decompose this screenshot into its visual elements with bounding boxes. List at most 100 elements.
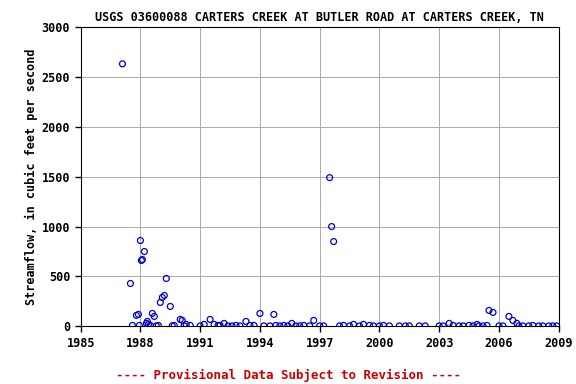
Point (305, 323, 314, 329)
Point (275, 323, 285, 329)
Y-axis label: Streamflow, in cubic feet per second: Streamflow, in cubic feet per second (24, 48, 37, 305)
Point (335, 323, 344, 329)
Point (150, 313, 159, 319)
Point (369, 323, 378, 329)
Point (195, 323, 204, 329)
Point (379, 322, 388, 328)
Point (534, 323, 543, 329)
Point (483, 322, 492, 328)
Point (475, 323, 484, 329)
Point (405, 323, 414, 329)
Point (134, 311, 143, 318)
Point (464, 322, 473, 328)
Point (454, 323, 464, 329)
Point (151, 323, 161, 329)
Point (137, 257, 146, 263)
Point (505, 313, 514, 319)
Point (325, 175, 334, 181)
Point (177, 317, 187, 323)
Point (494, 323, 503, 329)
Point (329, 238, 338, 245)
Point (438, 323, 448, 329)
Point (458, 323, 468, 329)
Point (512, 320, 521, 326)
Point (355, 323, 364, 329)
Point (315, 323, 324, 329)
Point (146, 322, 155, 328)
Point (287, 320, 297, 326)
Point (168, 323, 177, 329)
Point (295, 323, 304, 329)
Point (249, 322, 259, 328)
Point (259, 323, 268, 329)
Point (232, 322, 241, 328)
Point (160, 292, 169, 298)
Point (365, 322, 374, 328)
Point (468, 323, 478, 329)
Point (375, 323, 384, 329)
Point (180, 323, 189, 329)
Point (544, 323, 554, 329)
Point (401, 323, 410, 329)
Point (508, 317, 517, 323)
Point (269, 311, 278, 318)
Point (118, 61, 127, 67)
Point (472, 321, 482, 328)
Point (479, 323, 488, 329)
Point (215, 322, 225, 328)
Point (395, 323, 404, 329)
Point (223, 323, 233, 329)
Point (143, 318, 152, 324)
Point (147, 310, 157, 316)
Point (176, 316, 185, 323)
Point (339, 322, 348, 328)
Point (206, 316, 215, 323)
Point (445, 320, 454, 326)
Point (181, 321, 191, 328)
Title: USGS 03600088 CARTERS CREEK AT BUTLER ROAD AT CARTERS CREEK, TN: USGS 03600088 CARTERS CREEK AT BUTLER RO… (95, 11, 544, 24)
Point (132, 312, 141, 318)
Point (279, 322, 289, 328)
Point (359, 321, 368, 328)
Point (136, 237, 145, 243)
Point (291, 323, 300, 329)
Point (299, 322, 308, 328)
Point (385, 323, 394, 329)
Point (449, 322, 458, 328)
Point (484, 307, 494, 313)
Point (158, 295, 167, 301)
Point (255, 310, 264, 316)
Point (185, 322, 195, 328)
Point (162, 275, 171, 281)
Point (241, 318, 251, 324)
Point (420, 323, 430, 329)
Point (266, 323, 275, 329)
Point (245, 322, 255, 328)
Point (271, 322, 281, 328)
Point (514, 323, 524, 329)
Text: ---- Provisional Data Subject to Revision ----: ---- Provisional Data Subject to Revisio… (116, 369, 460, 382)
Point (166, 303, 175, 310)
Point (214, 322, 223, 328)
Point (528, 322, 537, 328)
Point (210, 321, 219, 328)
Point (140, 248, 149, 255)
Point (552, 323, 562, 329)
Point (128, 322, 137, 328)
Point (154, 322, 163, 328)
Point (283, 323, 293, 329)
Point (228, 323, 237, 329)
Point (142, 320, 151, 326)
Point (518, 323, 528, 329)
Point (548, 323, 558, 329)
Point (538, 323, 547, 329)
Point (488, 310, 498, 316)
Point (236, 323, 245, 329)
Point (135, 322, 144, 328)
Point (498, 323, 507, 329)
Point (524, 323, 533, 329)
Point (309, 317, 319, 323)
Point (434, 323, 444, 329)
Point (126, 280, 135, 286)
Point (415, 323, 424, 329)
